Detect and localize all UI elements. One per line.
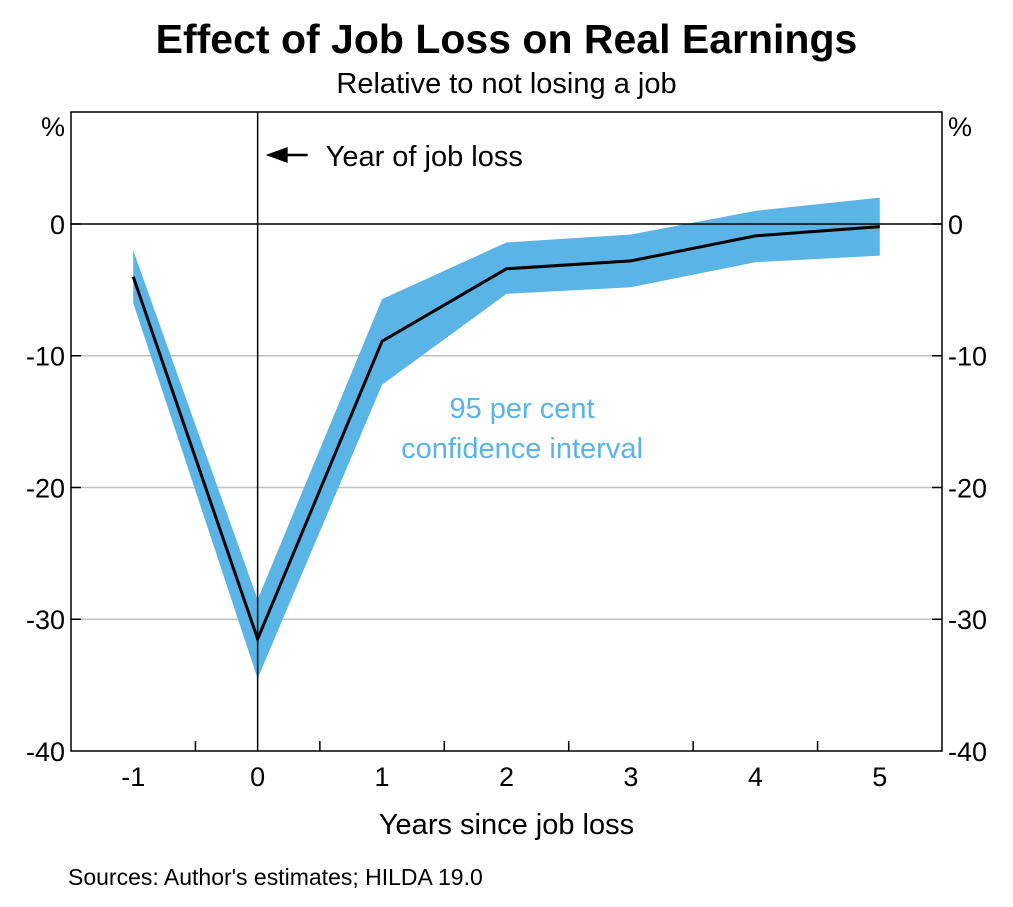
confidence-band — [133, 197, 880, 679]
y-tick-label-left: -20 — [26, 473, 65, 503]
x-axis-title: Years since job loss — [379, 809, 634, 841]
confidence-band-group — [133, 197, 880, 679]
y-unit-left: % — [41, 112, 65, 142]
axes — [70, 111, 943, 752]
y-tick-label-right: -30 — [948, 605, 987, 635]
x-tick-label: 4 — [748, 762, 763, 792]
annotation-arrow-head — [265, 147, 288, 163]
y-unit-right: % — [948, 112, 972, 142]
plot-frame — [70, 111, 943, 752]
y-tick-label-right: 0 — [948, 210, 963, 240]
series-line — [131, 225, 880, 644]
ci-label-line: confidence interval — [401, 433, 643, 465]
labels-group: 0 0-10 -10-20 -20-30 -30-40 -40% %-1 0 1 2 3 4 5Year… — [26, 112, 987, 841]
y-tick-label-left: -30 — [26, 605, 65, 635]
y-tick-label-right: -20 — [948, 473, 987, 503]
annotation-label: Year of job loss — [326, 141, 523, 173]
y-tick-label-right: -10 — [948, 342, 987, 372]
ci-label-line: 95 per cent — [449, 393, 594, 425]
chart-subtitle: Relative to not losing a job — [336, 68, 677, 100]
x-tick-label: 2 — [499, 762, 514, 792]
source-note: Sources: Author's estimates; HILDA 19.0 — [68, 864, 483, 890]
y-tick-label-left: -10 — [26, 342, 65, 372]
x-tick-label: 5 — [872, 762, 887, 792]
x-tick-label: 1 — [375, 762, 390, 792]
y-tick-label-left: 0 — [50, 210, 65, 240]
x-tick-label: 0 — [250, 762, 265, 792]
x-tick-label: 3 — [623, 762, 638, 792]
y-tick-label-left: -40 — [26, 737, 65, 767]
chart-title: Effect of Job Loss on Real Earnings — [155, 16, 858, 62]
y-tick-label-right: -40 — [948, 737, 987, 767]
x-tick-label: -1 — [121, 762, 145, 792]
series-group — [131, 225, 880, 644]
